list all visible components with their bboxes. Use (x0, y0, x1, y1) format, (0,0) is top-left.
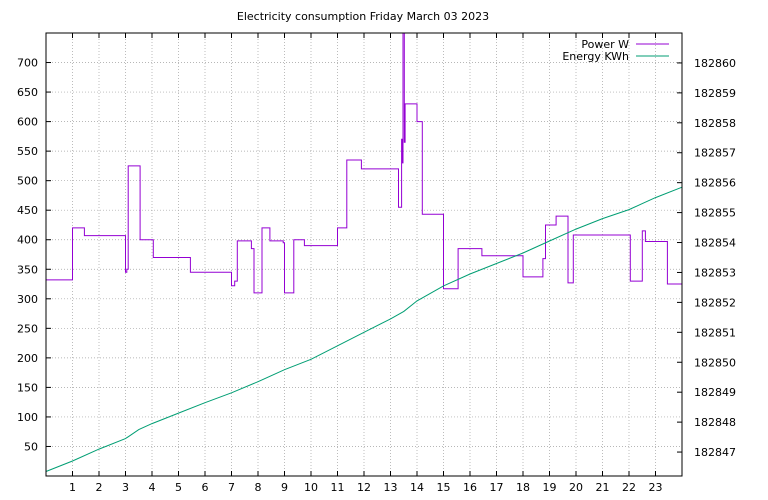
y2-tick-label: 182852 (694, 296, 736, 309)
y-tick-label: 450 (17, 204, 38, 217)
legend-label: Power W (581, 38, 629, 51)
y-tick-label: 300 (17, 293, 38, 306)
x-tick-label: 21 (596, 481, 610, 494)
x-tick-label: 9 (281, 481, 288, 494)
chart-title: Electricity consumption Friday March 03 … (237, 10, 489, 23)
y2-tick-label: 182858 (694, 117, 736, 130)
y2-tick-label: 182851 (694, 326, 736, 339)
x-tick-label: 12 (357, 481, 371, 494)
x-tick-label: 5 (175, 481, 182, 494)
y-tick-label: 600 (17, 116, 38, 129)
y2-tick-label: 182859 (694, 87, 736, 100)
y-tick-label: 200 (17, 352, 38, 365)
y2-tick-label: 182849 (694, 386, 736, 399)
x-tick-label: 7 (228, 481, 235, 494)
x-tick-label: 22 (622, 481, 636, 494)
x-tick-label: 14 (410, 481, 424, 494)
y2-tick-label: 182860 (694, 57, 736, 70)
y2-tick-label: 182853 (694, 266, 736, 279)
y2-tick-label: 182854 (694, 237, 736, 250)
series (45, 32, 683, 472)
x-tick-label: 6 (202, 481, 209, 494)
y-tick-label: 700 (17, 57, 38, 70)
grid (46, 33, 682, 476)
x-tick-label: 18 (516, 481, 530, 494)
y-tick-label: 50 (24, 440, 38, 453)
x-tick-label: 8 (255, 481, 262, 494)
y-tick-label: 100 (17, 411, 38, 424)
y-tick-label: 650 (17, 86, 38, 99)
y-tick-label: 550 (17, 145, 38, 158)
y-tick-label: 350 (17, 263, 38, 276)
x-tick-label: 20 (569, 481, 583, 494)
tick-labels: 1 2 3 4 5 6 7 8 9 10 11 12 13 14 15 16 17 18 19 20 21 22 23501… (17, 57, 736, 494)
x-tick-label: 2 (96, 481, 103, 494)
plot-frame (45, 32, 683, 477)
y-tick-label: 250 (17, 322, 38, 335)
x-tick-label: 11 (331, 481, 345, 494)
x-tick-label: 19 (543, 481, 557, 494)
y2-tick-label: 182857 (694, 147, 736, 160)
y-tick-label: 150 (17, 381, 38, 394)
y2-tick-label: 182856 (694, 177, 736, 190)
y2-tick-label: 182850 (694, 356, 736, 369)
y-tick-label: 500 (17, 175, 38, 188)
x-tick-label: 3 (122, 481, 129, 494)
x-tick-label: 16 (463, 481, 477, 494)
y2-tick-label: 182848 (694, 416, 736, 429)
y2-tick-label: 182847 (694, 446, 736, 459)
y-tick-label: 400 (17, 234, 38, 247)
legend-label: Energy KWh (562, 50, 629, 63)
x-tick-label: 17 (490, 481, 504, 494)
x-tick-label: 23 (649, 481, 663, 494)
x-tick-label: 15 (437, 481, 451, 494)
x-tick-label: 13 (384, 481, 398, 494)
x-tick-label: 10 (304, 481, 318, 494)
y2-tick-label: 182855 (694, 207, 736, 220)
series-line-energy (45, 186, 683, 472)
x-tick-label: 1 (69, 481, 76, 494)
series-line-power (46, 32, 682, 294)
x-tick-label: 4 (149, 481, 156, 494)
axis-ticks (46, 33, 682, 476)
